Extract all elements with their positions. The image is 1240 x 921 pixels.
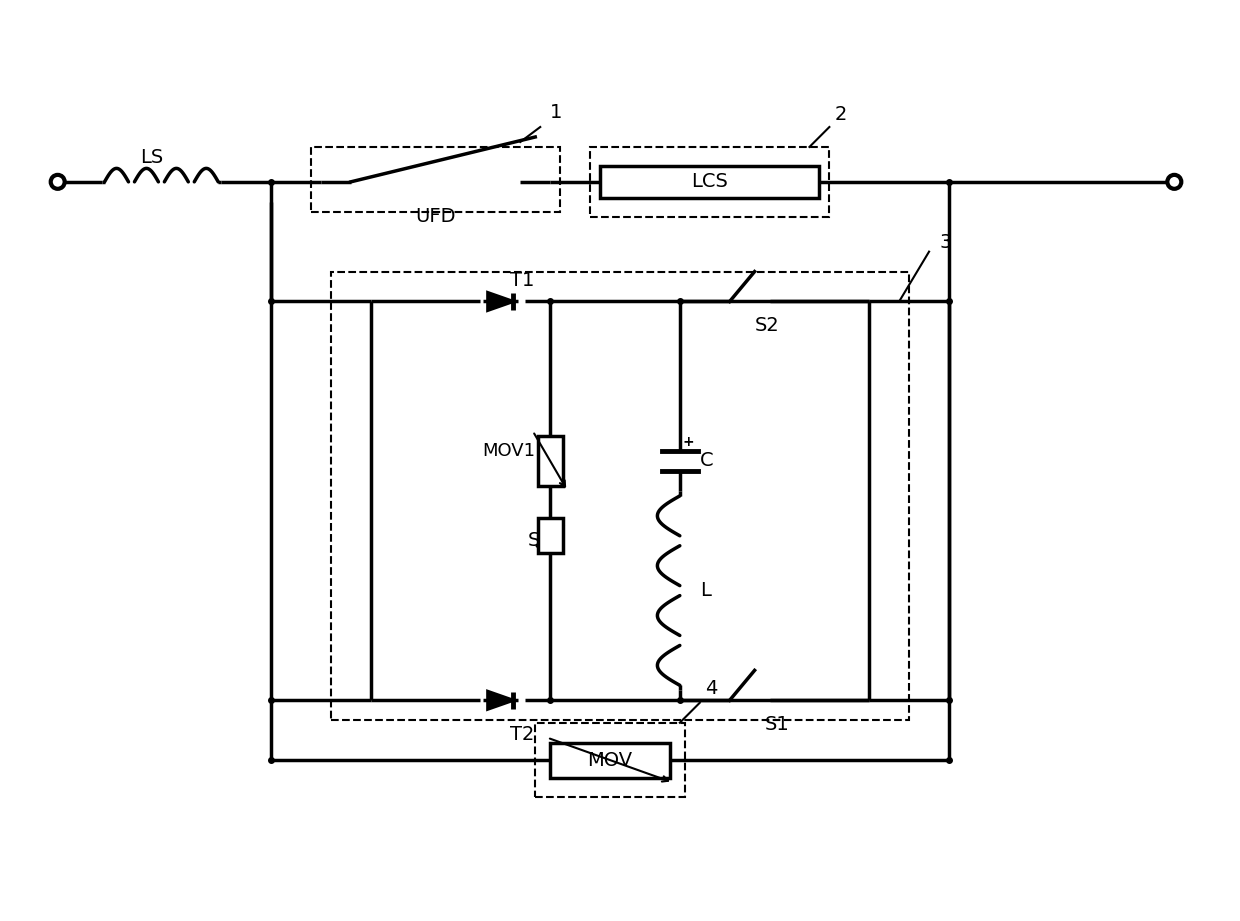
Text: L: L <box>699 581 711 600</box>
Polygon shape <box>487 692 513 709</box>
Text: UFD: UFD <box>415 207 456 226</box>
Text: MOV: MOV <box>588 751 632 770</box>
Bar <box>551 742 670 777</box>
Polygon shape <box>487 293 513 310</box>
Text: S1: S1 <box>765 716 790 734</box>
Bar <box>311 147 560 212</box>
Bar <box>536 723 684 798</box>
Text: T2: T2 <box>511 725 534 744</box>
Text: 3: 3 <box>939 233 951 251</box>
Text: C: C <box>699 451 713 471</box>
Text: S2: S2 <box>755 317 780 335</box>
Text: 1: 1 <box>551 103 563 122</box>
Text: 4: 4 <box>704 679 717 698</box>
Bar <box>538 519 563 554</box>
Text: LS: LS <box>140 148 162 167</box>
Bar <box>590 147 830 216</box>
Text: S: S <box>528 531 541 550</box>
Bar <box>331 272 909 720</box>
Text: T1: T1 <box>511 271 534 289</box>
Text: LCS: LCS <box>691 172 728 192</box>
Bar <box>600 166 820 198</box>
Bar <box>538 436 563 486</box>
Text: 2: 2 <box>835 105 847 124</box>
Text: +: + <box>683 435 694 449</box>
Text: MOV1: MOV1 <box>482 442 536 460</box>
